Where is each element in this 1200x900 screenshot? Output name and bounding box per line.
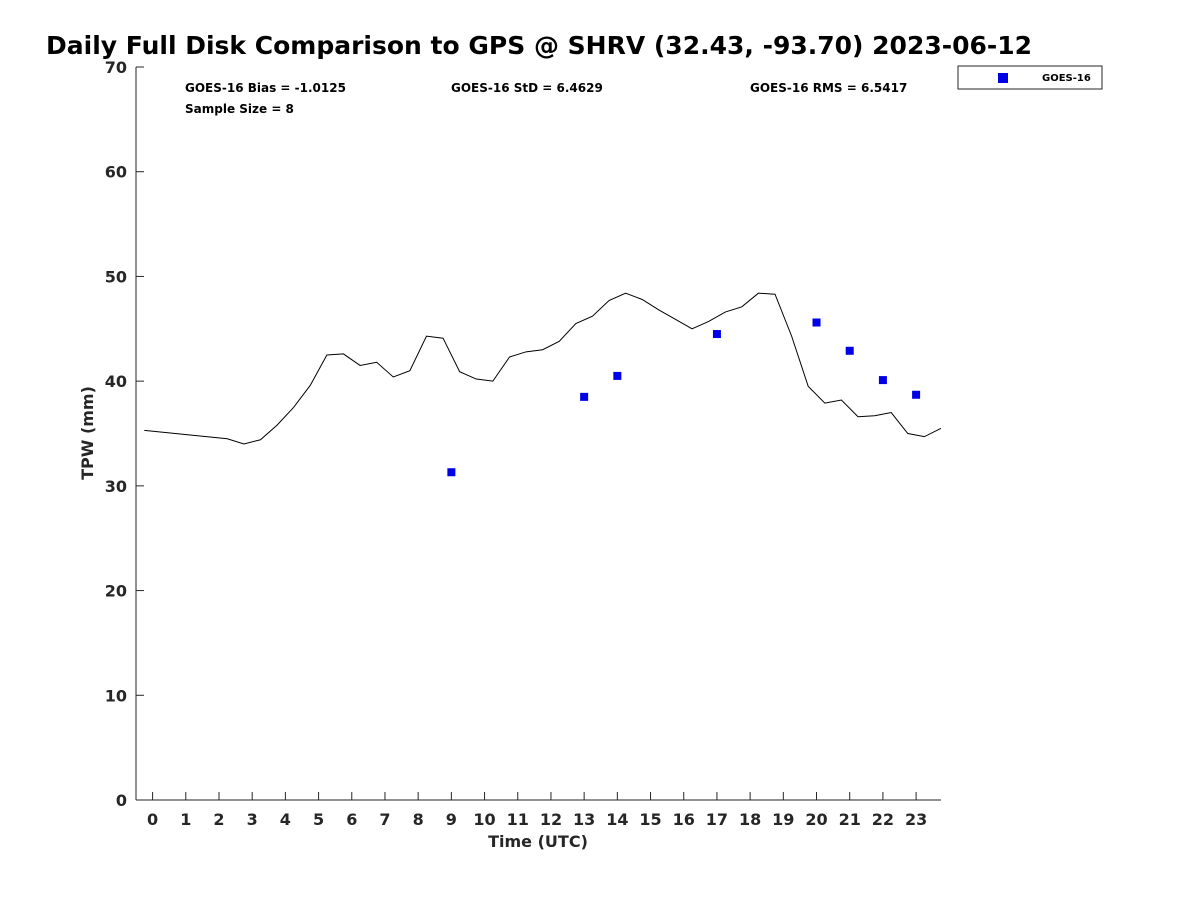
- y-tick-label: 60: [105, 163, 127, 182]
- bias-stat: GOES-16 Bias = -1.0125: [185, 81, 346, 95]
- y-tick-label: 20: [105, 582, 127, 601]
- x-tick-label: 22: [872, 810, 894, 829]
- x-tick-label: 6: [346, 810, 357, 829]
- rms-stat: GOES-16 RMS = 6.5417: [750, 81, 907, 95]
- y-tick-label: 30: [105, 477, 127, 496]
- x-tick-label: 1: [180, 810, 191, 829]
- y-tick-label: 70: [105, 58, 127, 77]
- x-tick-label: 17: [706, 810, 728, 829]
- goes16-point: [878, 376, 887, 385]
- y-axis-label: TPW (mm): [78, 386, 97, 480]
- legend-marker-goes16: [998, 73, 1008, 83]
- x-tick-label: 19: [772, 810, 794, 829]
- goes16-point: [845, 346, 854, 355]
- x-tick-label: 14: [606, 810, 628, 829]
- series-layer: [144, 292, 942, 477]
- y-tick-label: 10: [105, 686, 127, 705]
- y-tick-label: 50: [105, 267, 127, 286]
- goes16-point: [912, 390, 921, 399]
- goes16-point: [812, 318, 821, 327]
- x-axis-label: Time (UTC): [488, 832, 588, 851]
- gps-tpw-line: [144, 292, 942, 445]
- legend-box: [957, 65, 1103, 90]
- x-tick-label: 23: [905, 810, 927, 829]
- x-tick-label: 13: [573, 810, 595, 829]
- x-tick-label: 16: [673, 810, 695, 829]
- x-tick-label: 12: [540, 810, 562, 829]
- x-tick-label: 10: [473, 810, 495, 829]
- y-tick-label: 40: [105, 372, 127, 391]
- x-tick-label: 11: [507, 810, 529, 829]
- x-ticks: 0 1 2 3 4 5 6 7 8 9 10 11 12 13 14 15 16 17 18 19 20 21 22 23: [147, 792, 927, 829]
- y-ticks: 0 10 20 30 40 50 60 70: [105, 58, 144, 810]
- x-tick-label: 21: [839, 810, 861, 829]
- x-tick-label: 20: [805, 810, 827, 829]
- goes16-point: [712, 330, 721, 339]
- x-tick-label: 2: [213, 810, 224, 829]
- x-tick-label: 0: [147, 810, 158, 829]
- x-tick-label: 4: [280, 810, 291, 829]
- x-tick-label: 18: [739, 810, 761, 829]
- x-tick-label: 9: [446, 810, 457, 829]
- x-tick-label: 15: [639, 810, 661, 829]
- legend: GOES-16: [957, 65, 1103, 90]
- goes16-point: [580, 392, 589, 401]
- goes16-point: [613, 371, 622, 380]
- chart-title: Daily Full Disk Comparison to GPS @ SHRV…: [46, 31, 1032, 60]
- legend-label-goes16: GOES-16: [1042, 73, 1091, 84]
- sample-size-stat: Sample Size = 8: [185, 102, 294, 116]
- x-tick-label: 7: [379, 810, 390, 829]
- std-stat: GOES-16 StD = 6.4629: [451, 81, 603, 95]
- x-tick-label: 8: [413, 810, 424, 829]
- x-tick-label: 5: [313, 810, 324, 829]
- goes16-point: [447, 468, 456, 477]
- x-tick-label: 3: [247, 810, 258, 829]
- y-tick-label: 0: [116, 791, 127, 810]
